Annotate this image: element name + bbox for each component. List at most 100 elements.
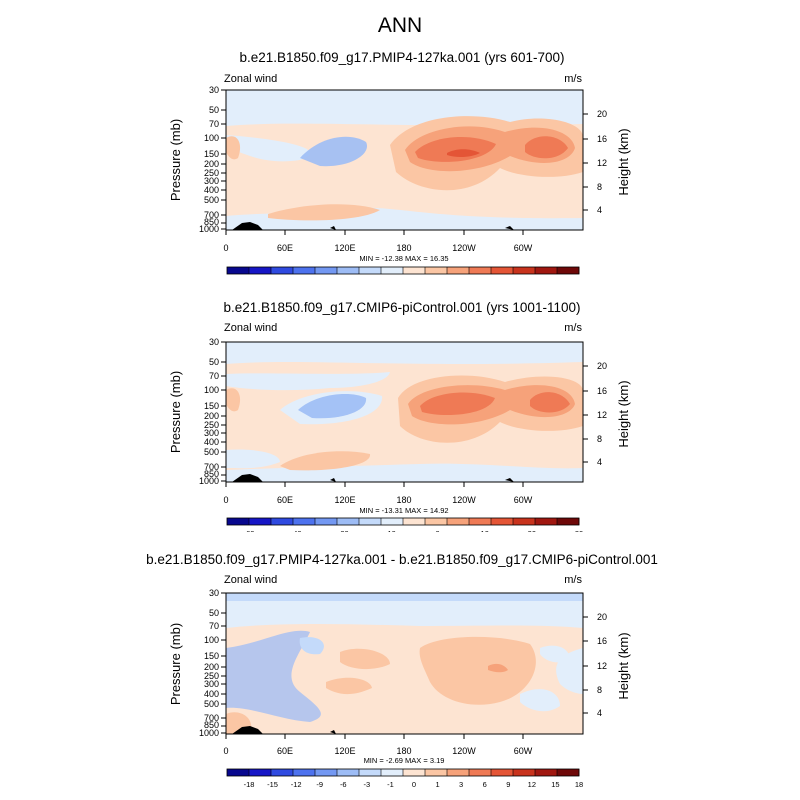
colorbar-swatch (293, 267, 316, 274)
longitude-tick-label: 60W (514, 243, 533, 253)
colorbar-label: 9 (506, 780, 510, 789)
pressure-tick-label: 30 (209, 85, 219, 95)
pressure-tick-label: 1000 (199, 224, 219, 234)
colorbar: -60 -40 -20 -10 0 10 20 30 (226, 517, 583, 532)
colorbar-label: 0 (435, 278, 439, 280)
height-axis-title: Height (km) (616, 632, 631, 699)
height-axis-title: Height (km) (616, 380, 631, 447)
pressure-tick-label: 30 (209, 588, 219, 598)
colorbar-label: -10 (385, 278, 396, 280)
pressure-tick-label: 50 (209, 357, 219, 367)
colorbar: -18 -15 -12 -9 -6 -3 -1 0 1 3 6 9 12 15 18 (226, 768, 583, 789)
pressure-axis-title: Pressure (mb) (168, 623, 183, 705)
colorbar-swatch (249, 267, 272, 274)
pressure-tick-label: 700 (204, 713, 219, 723)
pressure-axis-title: Pressure (mb) (168, 371, 183, 453)
colorbar-swatch (469, 769, 492, 776)
colorbar-swatch (315, 518, 338, 525)
pressure-tick-label: 200 (204, 159, 219, 169)
longitude-tick-label: 120W (452, 243, 476, 253)
colorbar-swatch (227, 267, 250, 274)
pressure-tick-label: 500 (204, 699, 219, 709)
colorbar-swatch (359, 518, 382, 525)
colorbar-swatch (425, 769, 448, 776)
colorbar-swatch (447, 769, 470, 776)
colorbar-swatch (381, 769, 404, 776)
height-tick-label: 16 (597, 636, 607, 646)
colorbar-swatch (293, 769, 316, 776)
colorbar-swatch (337, 518, 360, 525)
figure-title: ANN (377, 14, 423, 37)
colorbar-swatch (403, 518, 426, 525)
colorbar-swatch (359, 267, 382, 274)
colorbar-swatch (249, 518, 272, 525)
pressure-tick-label: 300 (204, 679, 219, 689)
pressure-tick-label: 700 (204, 210, 219, 220)
colorbar-label: -20 (338, 529, 349, 532)
colorbar-swatch (425, 267, 448, 274)
pressure-tick-label: 250 (204, 420, 219, 430)
pressure-tick-label: 500 (204, 447, 219, 457)
colorbar-swatch (469, 518, 492, 525)
height-tick-label: 8 (597, 434, 602, 444)
pressure-tick-label: 1000 (199, 728, 219, 738)
height-tick-label: 4 (597, 457, 602, 467)
min-max-stats: MIN = -13.31 MAX = 14.92 (359, 506, 448, 515)
pressure-tick-label: 500 (204, 195, 219, 205)
colorbar-label: -6 (340, 780, 347, 789)
colorbar-label: -18 (244, 780, 255, 789)
height-tick-label: 12 (597, 661, 607, 671)
pressure-tick-label: 100 (204, 635, 219, 645)
pressure-axis: 30 50 70 100 150 200 250 300 400 500 700… (199, 85, 226, 234)
panel-1: b.e21.B1850.f09_g17.PMIP4-127ka.001 (yrs… (168, 50, 631, 280)
colorbar-swatch (271, 267, 294, 274)
colorbar-label: -12 (291, 780, 302, 789)
height-tick-label: 8 (597, 182, 602, 192)
colorbar-swatch (447, 518, 470, 525)
colorbar-swatch (315, 267, 338, 274)
height-tick-label: 12 (597, 158, 607, 168)
colorbar-frame (226, 768, 580, 777)
colorbar-label: 20 (528, 278, 536, 280)
colorbar-label: 0 (412, 780, 416, 789)
colorbar-swatch (249, 769, 272, 776)
colorbar-swatch (447, 267, 470, 274)
longitude-tick-label: 180 (396, 495, 411, 505)
longitude-tick-label: 0 (223, 243, 228, 253)
height-tick-label: 20 (597, 109, 607, 119)
longitude-axis: 0 60E 120E 180 120W 60W (223, 230, 533, 253)
colorbar-swatch (381, 267, 404, 274)
colorbar-label: 3 (459, 780, 463, 789)
colorbar-label: 10 (481, 278, 489, 280)
colorbar-label: 0 (435, 529, 439, 532)
longitude-tick-label: 60E (277, 746, 293, 756)
height-tick-label: 20 (597, 361, 607, 371)
height-axis-title: Height (km) (616, 128, 631, 195)
min-max-stats: MIN = -2.69 MAX = 3.19 (364, 756, 445, 765)
contour-field (226, 593, 583, 734)
pressure-tick-label: 200 (204, 662, 219, 672)
pressure-tick-label: 50 (209, 105, 219, 115)
pressure-tick-label: 250 (204, 168, 219, 178)
colorbar-label: -40 (291, 278, 302, 280)
colorbar-label: 30 (575, 529, 583, 532)
pressure-tick-label: 200 (204, 411, 219, 421)
longitude-tick-label: 0 (223, 746, 228, 756)
pressure-tick-label: 1000 (199, 476, 219, 486)
contour-field (226, 90, 583, 230)
pressure-tick-label: 850 (204, 217, 219, 227)
pressure-tick-label: 400 (204, 185, 219, 195)
colorbar-swatch (271, 769, 294, 776)
colorbar-swatch (381, 518, 404, 525)
colorbar-swatch (403, 769, 426, 776)
colorbar-label: -1 (387, 780, 394, 789)
height-tick-label: 8 (597, 685, 602, 695)
height-tick-label: 16 (597, 386, 607, 396)
colorbar-swatch (513, 769, 536, 776)
pressure-tick-label: 400 (204, 689, 219, 699)
colorbar-swatch (469, 267, 492, 274)
colorbar-swatch (315, 769, 338, 776)
pressure-tick-label: 30 (209, 337, 219, 347)
longitude-axis: 0 60E 120E 180 120W 60W (223, 482, 533, 505)
units-label: m/s (564, 73, 582, 85)
